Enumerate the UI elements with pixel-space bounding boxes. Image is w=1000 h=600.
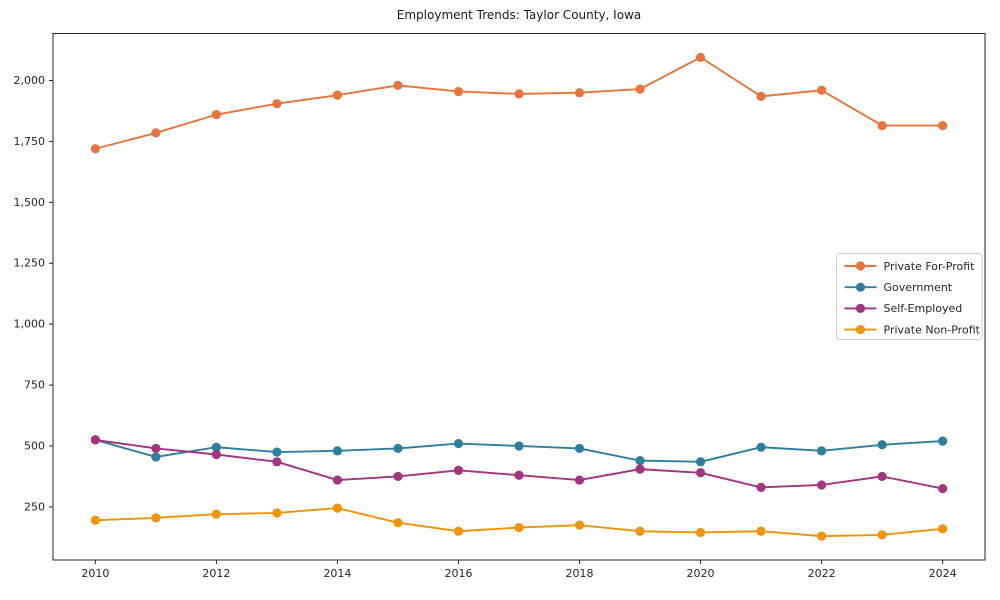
data-point-government bbox=[453, 438, 464, 449]
y-tick-label: 1,000 bbox=[14, 318, 46, 331]
data-point-self-employed bbox=[393, 471, 403, 482]
legend-marker-dot-private-non-profit bbox=[855, 325, 866, 335]
data-point-private-non-profit bbox=[635, 526, 645, 536]
data-point-private-non-profit bbox=[211, 509, 222, 519]
data-point-self-employed bbox=[272, 457, 282, 467]
series-line-private-for-profit bbox=[95, 56, 943, 150]
data-point-private-for-profit bbox=[90, 144, 100, 154]
data-point-private-non-profit bbox=[756, 526, 766, 536]
data-point-private-for-profit bbox=[514, 89, 524, 99]
data-point-government bbox=[151, 452, 161, 462]
data-point-government bbox=[938, 436, 948, 446]
data-point-private-non-profit bbox=[272, 508, 282, 518]
data-point-private-for-profit bbox=[635, 84, 645, 94]
data-point-self-employed bbox=[574, 475, 585, 485]
x-tick-label: 2016 bbox=[444, 567, 472, 580]
data-point-government bbox=[211, 442, 222, 452]
data-point-self-employed bbox=[453, 465, 464, 475]
data-point-government bbox=[635, 455, 645, 466]
data-point-government bbox=[877, 440, 887, 450]
data-point-self-employed bbox=[756, 482, 766, 492]
chart-title: Employment Trends: Taylor County, Iowa bbox=[396, 8, 642, 22]
data-point-private-non-profit bbox=[332, 503, 343, 513]
data-point-self-employed bbox=[635, 464, 645, 474]
legend-label-private-for-profit: Private For-Profit bbox=[884, 260, 976, 273]
data-point-private-non-profit bbox=[393, 518, 403, 528]
data-point-self-employed bbox=[877, 471, 887, 482]
data-point-private-non-profit bbox=[574, 520, 585, 530]
x-tick-label: 2018 bbox=[566, 567, 594, 580]
data-point-government bbox=[756, 442, 766, 452]
data-point-private-for-profit bbox=[574, 88, 585, 98]
data-point-private-non-profit bbox=[695, 527, 706, 538]
x-tick-label: 2014 bbox=[323, 567, 351, 580]
data-point-government bbox=[332, 446, 343, 456]
legend-label-private-non-profit: Private Non-Profit bbox=[884, 323, 981, 336]
data-point-private-for-profit bbox=[332, 90, 343, 100]
data-point-government bbox=[272, 447, 282, 457]
data-point-self-employed bbox=[332, 475, 343, 485]
data-point-private-for-profit bbox=[938, 120, 948, 131]
axes-frame bbox=[52, 33, 986, 561]
data-point-private-for-profit bbox=[272, 99, 282, 109]
y-tick-label: 500 bbox=[24, 439, 45, 452]
legend-marker-dot-self-employed bbox=[855, 303, 866, 313]
data-point-self-employed bbox=[211, 449, 222, 460]
data-point-private-for-profit bbox=[756, 91, 766, 101]
x-tick-label: 2020 bbox=[687, 567, 715, 580]
y-tick-label: 1,250 bbox=[14, 257, 46, 270]
legend-box bbox=[836, 253, 983, 340]
data-point-private-non-profit bbox=[453, 526, 464, 536]
x-tick-label: 2012 bbox=[202, 567, 230, 580]
data-point-private-non-profit bbox=[514, 522, 524, 533]
legend-label-government: Government bbox=[884, 281, 953, 294]
data-point-self-employed bbox=[816, 480, 827, 490]
x-tick-label: 2022 bbox=[808, 567, 836, 580]
data-point-private-non-profit bbox=[90, 515, 100, 525]
data-point-self-employed bbox=[90, 435, 100, 445]
y-tick-label: 2,000 bbox=[14, 74, 46, 87]
data-point-self-employed bbox=[938, 484, 948, 494]
data-point-government bbox=[574, 443, 585, 454]
legend-marker-dot-government bbox=[855, 282, 866, 292]
data-point-government bbox=[695, 457, 706, 467]
data-point-private-non-profit bbox=[816, 531, 827, 541]
y-tick-label: 750 bbox=[24, 379, 45, 392]
y-tick-label: 1,500 bbox=[14, 196, 46, 209]
data-point-private-for-profit bbox=[695, 52, 706, 62]
data-point-private-for-profit bbox=[393, 80, 403, 90]
data-point-government bbox=[393, 443, 403, 454]
y-tick-label: 1,750 bbox=[14, 135, 46, 148]
data-point-self-employed bbox=[695, 468, 706, 478]
data-point-private-for-profit bbox=[151, 128, 161, 138]
x-tick-label: 2010 bbox=[81, 567, 109, 580]
data-point-private-for-profit bbox=[816, 85, 827, 95]
data-point-private-for-profit bbox=[211, 110, 222, 120]
data-point-private-for-profit bbox=[877, 120, 887, 131]
data-point-government bbox=[816, 446, 827, 456]
data-point-private-for-profit bbox=[453, 86, 464, 97]
y-tick-label: 250 bbox=[24, 500, 45, 513]
x-tick-label: 2024 bbox=[929, 567, 957, 580]
data-point-self-employed bbox=[514, 470, 524, 480]
data-point-government bbox=[514, 441, 524, 451]
data-point-private-non-profit bbox=[938, 524, 948, 534]
legend-marker-dot-private-for-profit bbox=[855, 261, 866, 271]
data-point-private-non-profit bbox=[877, 530, 887, 540]
data-point-private-non-profit bbox=[151, 513, 161, 523]
legend-label-self-employed: Self-Employed bbox=[884, 302, 963, 315]
data-point-self-employed bbox=[151, 443, 161, 454]
